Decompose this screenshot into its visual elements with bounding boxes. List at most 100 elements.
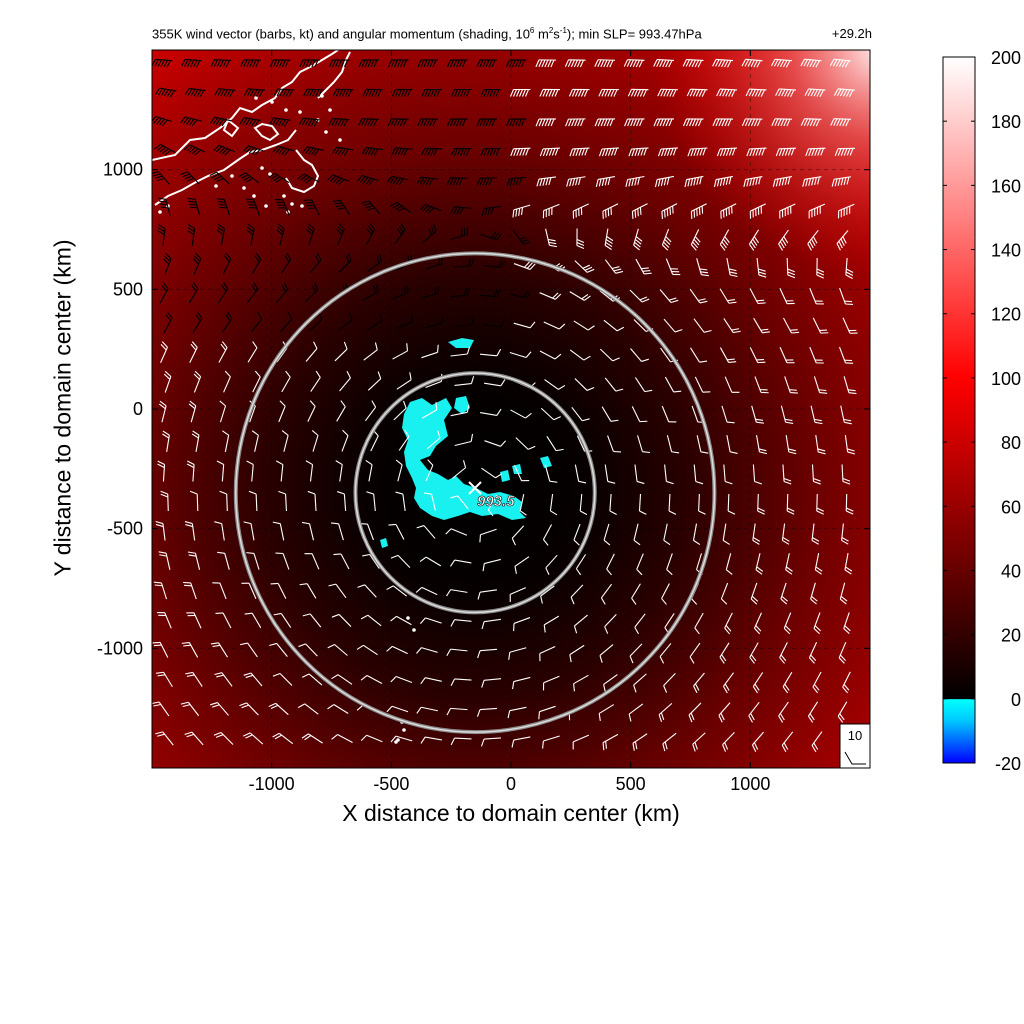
x-axis-label: X distance to domain center (km): [342, 800, 680, 826]
wind-barb-feather: [379, 253, 382, 262]
wind-barb-shaft: [391, 705, 409, 713]
wind-barb-feather: [787, 148, 792, 156]
wind-barb-feather: [225, 60, 230, 68]
wind-barb-feather: [598, 713, 601, 722]
wind-barb-feather: [779, 59, 785, 68]
colorbar-tick-label: 140: [991, 241, 1021, 261]
wind-barb-feather: [312, 284, 316, 293]
wind-barb-shaft: [481, 467, 496, 479]
wind-barb-shaft: [221, 523, 225, 541]
wind-barb: [301, 521, 315, 541]
wind-barb: [327, 174, 350, 186]
wind-barb-shaft: [539, 350, 556, 360]
wind-barb-feather: [479, 534, 482, 543]
wind-barb: [184, 87, 206, 98]
wind-barb-feather: [770, 59, 776, 67]
wind-barb-feather: [406, 89, 412, 97]
wind-barb: [362, 283, 379, 301]
wind-barb-feather: [345, 255, 350, 263]
wind-barb-feather: [616, 326, 625, 332]
wind-barb: [542, 675, 560, 691]
wind-barb: [755, 553, 764, 575]
wind-barb-feather: [527, 445, 536, 450]
wind-barb-feather: [318, 312, 323, 320]
wind-barb: [636, 553, 644, 576]
wind-barb-feather: [153, 173, 161, 177]
wind-barb: [158, 197, 171, 216]
wind-barb-feather: [666, 89, 671, 97]
wind-barb-shaft: [222, 612, 232, 629]
wind-barb-feather: [775, 178, 779, 187]
wind-barb-feather: [184, 88, 190, 96]
wind-barb-feather: [342, 429, 349, 436]
wind-barb-feather: [274, 734, 282, 740]
wind-barb-feather: [552, 292, 559, 299]
wind-barb-feather: [445, 528, 452, 535]
colorbar-tick-label: 180: [991, 112, 1021, 132]
wind-barb-feather: [663, 539, 671, 546]
wind-barb-feather: [809, 713, 815, 721]
wind-barb-feather: [598, 89, 603, 97]
wind-barb: [484, 260, 506, 269]
wind-barb-feather: [662, 118, 667, 127]
wind-barb: [305, 460, 314, 482]
wind-barb-shaft: [251, 464, 254, 482]
wind-barb-shaft: [305, 348, 318, 362]
wind-barb-feather: [806, 59, 811, 67]
wind-barb-feather: [193, 59, 198, 68]
wind-barb: [363, 342, 378, 361]
wind-barb-feather: [744, 118, 750, 127]
wind-barb-feather: [551, 89, 556, 97]
wind-barb: [358, 59, 380, 68]
wind-barb: [571, 406, 590, 422]
reference-barb: 10: [839, 723, 870, 768]
wind-barb-shaft: [339, 377, 351, 392]
wind-barb: [574, 378, 595, 391]
wind-barb: [419, 617, 442, 624]
wind-barb-feather: [152, 59, 157, 67]
wind-barb-shaft: [606, 553, 615, 570]
wind-barb: [594, 59, 616, 68]
wind-barb-feather: [359, 176, 366, 183]
wind-barb: [186, 612, 202, 629]
wind-barb-feather: [790, 329, 798, 331]
wind-barb-feather: [756, 421, 764, 424]
wind-barb-feather: [744, 59, 750, 67]
wind-barb-feather: [337, 207, 346, 210]
cyan-blob: [540, 456, 552, 468]
wind-barb-feather: [601, 148, 606, 157]
wind-barb: [186, 460, 195, 482]
wind-barb-feather: [514, 566, 517, 574]
wind-barb-feather: [422, 177, 428, 185]
wind-barb-feather: [415, 587, 423, 593]
wind-barb-feather: [303, 88, 308, 97]
wind-barb: [745, 88, 767, 97]
wind-barb: [180, 701, 200, 717]
wind-barb-feather: [308, 223, 315, 230]
wind-barb: [301, 673, 323, 686]
range-rings: [233, 251, 717, 735]
wind-barb-feather: [195, 252, 202, 260]
storm-center-marker: [468, 481, 482, 495]
wind-barb-feather: [572, 148, 577, 157]
wind-barb: [214, 672, 233, 687]
wind-barb-feather: [482, 177, 487, 186]
wind-barb-feather: [715, 118, 720, 127]
wind-barb-feather: [728, 268, 737, 272]
wind-barb-feather: [813, 683, 820, 691]
wind-barb-feather: [432, 59, 437, 68]
wind-barb-feather: [783, 118, 788, 127]
wind-barb-shaft: [276, 347, 288, 363]
wind-barb-shaft: [690, 347, 700, 363]
wind-barb-feather: [846, 148, 851, 156]
x-tick-label: 0: [506, 774, 516, 794]
wind-barb: [239, 702, 259, 716]
wind-barb-feather: [787, 271, 796, 276]
wind-barb-shaft: [308, 673, 323, 686]
wind-barb-feather: [689, 656, 695, 664]
wind-barb: [568, 88, 590, 97]
wind-barb: [684, 175, 704, 188]
wind-barb-feather: [358, 59, 363, 68]
wind-barb-feather: [183, 144, 191, 151]
wind-barb-feather: [564, 59, 570, 67]
